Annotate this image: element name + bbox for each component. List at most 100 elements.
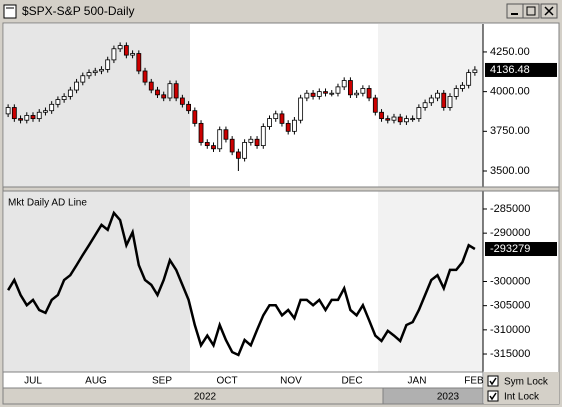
candle-body [360,88,366,94]
candle-body [18,118,23,121]
candle-body [329,92,335,95]
candle-body [123,45,129,56]
candle-body [30,115,36,120]
candle-body [148,81,154,91]
candle-body [142,70,148,83]
month-label: NOV [280,376,302,387]
candle-body [5,107,11,115]
candle-body [92,70,98,73]
y-tick-label: 4250.00 [490,46,530,58]
month-label: AUG [85,376,107,387]
y-tick-label: -310000 [490,324,530,336]
sym-lock-checkbox[interactable] [487,375,499,387]
sym-lock-label[interactable]: Sym Lock [504,377,549,388]
candle-body [260,126,266,147]
candle-body [435,92,440,99]
candle-body [192,110,198,124]
window-buttons[interactable] [506,3,558,19]
int-lock-checkbox[interactable] [487,390,499,402]
y-tick-label: -300000 [490,275,530,287]
candle-body [304,92,310,99]
shade [4,24,190,188]
candle-body [67,89,73,97]
candle-body [217,129,223,150]
y-tick-label: -290000 [490,227,530,239]
candle-body [292,119,297,132]
candle-body [179,97,185,105]
candle-body [341,80,347,88]
candle-body [248,138,254,143]
window-title: $SPX-S&P 500-Daily [22,4,135,18]
candle-body [348,80,353,96]
candle-body [117,45,123,50]
ad-line [7,210,476,357]
candle-body [161,94,167,99]
candle-body [335,86,341,94]
candle-body [416,107,422,120]
candle-body [36,111,42,120]
candle-body [285,122,291,132]
month-label: DEC [341,376,362,387]
check-mark [489,392,497,401]
candle-body [43,110,48,113]
year-label: 2023 [437,392,460,403]
current-value-label: -293279 [490,243,530,255]
candle-body [453,88,459,97]
y-tick-label: -285000 [490,203,530,215]
candle-body [111,48,117,61]
candle-body [372,97,378,113]
candle-body [130,53,135,56]
candle-body [267,118,272,127]
candle-body [105,59,111,70]
y-tick-label: -305000 [490,300,530,312]
candle-body [472,69,478,73]
candle-body [204,142,210,147]
candle-body [447,95,453,108]
panel-separator [2,186,560,192]
panel-label: Mkt Daily AD Line [8,198,87,209]
candle-body [397,116,403,123]
month-label: OCT [216,376,237,387]
candle-body [254,138,260,147]
check-mark [489,377,497,386]
month-label: JUL [24,376,42,387]
year-cell [382,387,484,405]
candle-body [198,122,204,143]
year-label: 2022 [194,392,217,403]
close-icon [544,6,554,16]
candle-body [298,97,304,121]
candle-body [55,99,61,105]
candle-body [155,89,160,96]
y-tick-label: -315000 [490,348,530,360]
month-label: SEP [152,376,172,387]
current-value-label: 4136.48 [490,64,530,76]
shade [4,191,190,372]
candle-body [273,113,279,120]
shade [378,24,483,188]
candle-body [323,91,328,94]
candle-body [74,81,79,91]
y-tick-label: 3500.00 [490,165,530,177]
candle-body [354,92,360,96]
maximize-button[interactable] [522,3,540,19]
candle-body [49,103,55,112]
candle-body [242,142,248,159]
candle-body [460,84,465,89]
current-value-box [485,62,557,77]
int-lock-label[interactable]: Int Lock [504,392,540,403]
minimize-button[interactable] [506,3,524,19]
candle-body [86,72,92,77]
candle-body [279,113,285,124]
candle-body [11,107,17,120]
candle-body [410,118,416,121]
maximize-icon [526,6,536,16]
candle-body [211,145,216,150]
month-label: FEB [464,376,484,387]
candle-body [379,111,384,120]
candle-body [441,92,447,108]
candle-body [422,102,428,108]
candle-body [223,129,229,140]
month-label: JAN [408,376,427,387]
candle-body [428,97,434,104]
